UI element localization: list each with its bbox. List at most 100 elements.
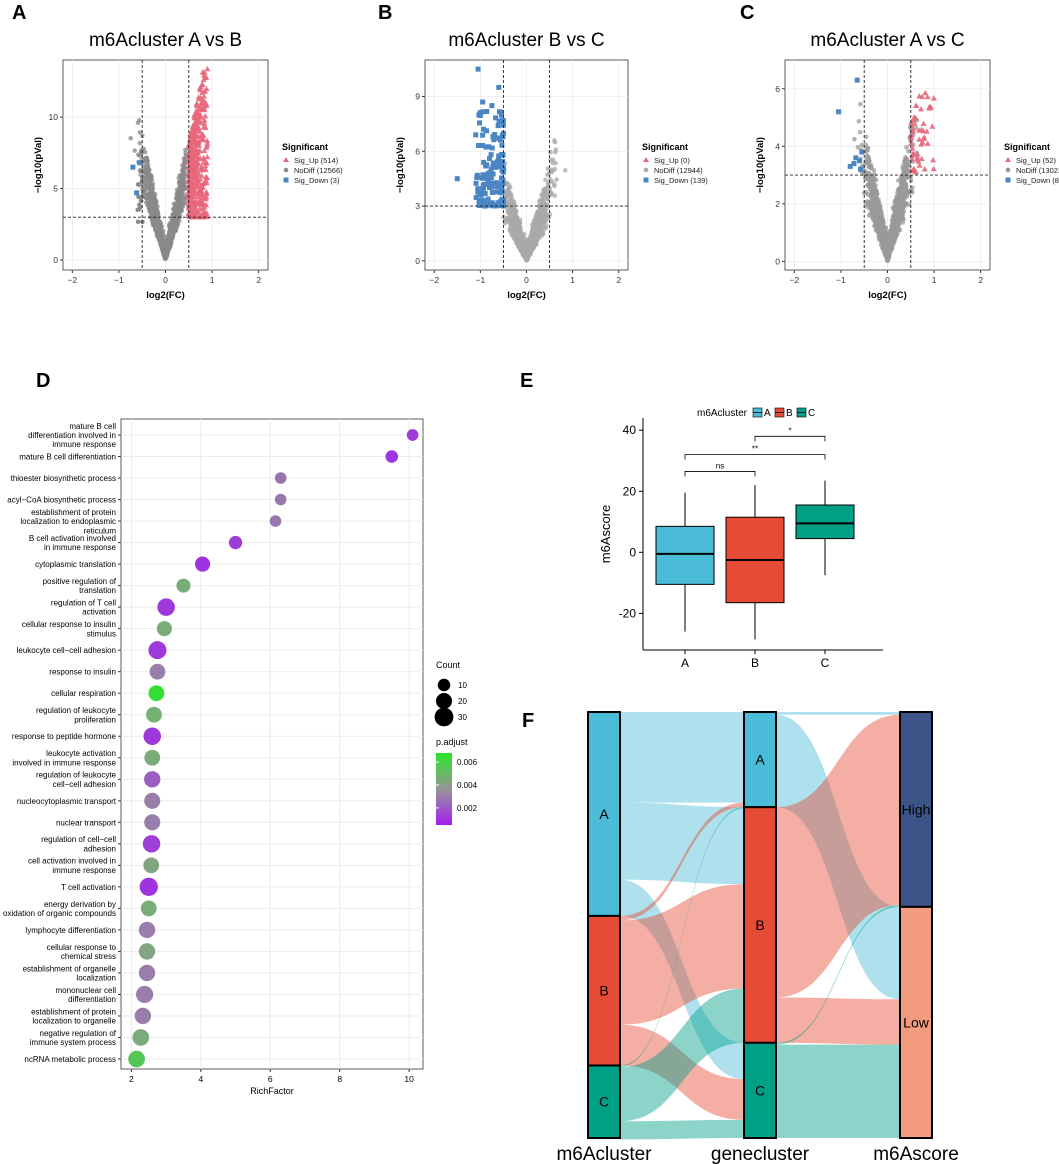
x-axis-label: log2(FC) — [146, 290, 185, 301]
sig-up-point — [199, 165, 206, 171]
panel-label-f: F — [522, 710, 535, 732]
legend-key-up-icon — [643, 157, 649, 162]
nodiff-point — [526, 241, 532, 247]
nodiff-point — [170, 217, 175, 223]
sig-up-point — [198, 114, 205, 120]
nodiff-point — [545, 172, 550, 177]
nodiff-point — [864, 146, 870, 151]
sig-up-point — [201, 69, 208, 75]
y-tick-label: 4 — [775, 141, 780, 151]
sig-down-point — [477, 120, 483, 126]
y-tick-label: 6 — [775, 84, 780, 94]
nodiff-point — [154, 211, 160, 217]
sig-up-point — [204, 140, 211, 146]
legend-key-down-icon — [283, 177, 289, 183]
x-tick-label: 2 — [616, 275, 621, 285]
nodiff-point — [522, 252, 528, 257]
nodiff-point — [506, 182, 512, 188]
sig-up-point — [202, 195, 209, 202]
legend-label: Sig_Down (3) — [294, 176, 340, 185]
panel-label-e: E — [520, 370, 534, 392]
sig-down-point — [478, 192, 484, 198]
nodiff-point — [150, 181, 156, 187]
sig-down-point — [134, 190, 140, 196]
sig-down-point — [494, 189, 500, 195]
sig-up-point — [191, 114, 198, 121]
y-tick-label: 0 — [415, 256, 420, 266]
y-tick-label: 3 — [415, 201, 420, 211]
nodiff-point — [156, 226, 162, 232]
nodiff-point — [137, 130, 143, 135]
nodiff-point — [518, 231, 523, 237]
sig-down-point — [489, 103, 495, 109]
volcano-volcano_C: m6Acluster A vs C−2 −1 0 1 20246log2(FC)−log… — [755, 30, 1059, 301]
nodiff-point — [154, 220, 159, 225]
nodiff-point — [178, 197, 184, 203]
nodiff-point — [169, 226, 174, 232]
panel-label-b: B — [378, 2, 393, 24]
nodiff-point — [553, 160, 558, 166]
x-tick-label: −2 — [429, 275, 439, 285]
nodiff-point — [183, 150, 188, 156]
y-tick-label: 6 — [415, 146, 420, 156]
sig-up-point — [203, 179, 210, 186]
sig-down-point — [476, 112, 482, 118]
nodiff-point — [144, 155, 150, 161]
nodiff-point — [174, 223, 179, 228]
nodiff-point — [541, 187, 546, 192]
sig-down-point — [130, 164, 136, 170]
nodiff-point — [864, 153, 870, 159]
nodiff-point — [182, 159, 187, 164]
nodiff-point — [852, 136, 857, 142]
nodiff-point — [550, 168, 555, 174]
nodiff-point — [554, 177, 559, 182]
sig-up-point — [196, 205, 203, 212]
legend-label: Sig_Down (139) — [654, 176, 708, 185]
nodiff-point — [534, 221, 540, 227]
nodiff-point — [515, 222, 521, 228]
nodiff-point — [181, 165, 187, 171]
sig-up-point — [185, 170, 192, 176]
nodiff-point — [149, 188, 154, 194]
sig-down-point — [484, 162, 490, 168]
legend-label: NoDiff (12944) — [654, 166, 703, 175]
sig-up-point — [197, 128, 204, 134]
sig-down-point — [474, 175, 480, 181]
panel-label-c: C — [740, 2, 755, 24]
nodiff-point — [856, 118, 862, 124]
nodiff-point — [552, 139, 558, 145]
x-tick-label: 2 — [978, 275, 983, 285]
nodiff-point — [177, 190, 183, 196]
x-tick-label: 2 — [256, 275, 261, 285]
sig-down-point — [481, 126, 487, 132]
legend-key-down-icon — [643, 177, 649, 183]
y-tick-label: 0 — [53, 255, 58, 265]
nodiff-point — [511, 208, 516, 213]
nodiff-point — [166, 244, 172, 250]
nodiff-point — [162, 250, 168, 255]
sig-up-point — [201, 93, 208, 99]
sig-down-point — [496, 153, 502, 159]
sig-down-point — [489, 145, 495, 151]
nodiff-point — [141, 158, 147, 164]
x-tick-label: −1 — [114, 275, 124, 285]
sig-up-point — [199, 81, 206, 88]
x-tick-label: −1 — [476, 275, 486, 285]
volcano-volcano_A: m6Acluster A vs B−2 −1 0 1 20510log2(FC)−log… — [33, 30, 343, 301]
sig-down-point — [480, 132, 486, 138]
nodiff-point — [548, 149, 553, 155]
nodiff-point — [507, 227, 513, 233]
x-tick-label: −2 — [67, 275, 77, 285]
sig-down-point — [496, 84, 502, 90]
nodiff-point — [549, 179, 555, 185]
nodiff-point — [148, 185, 154, 190]
nodiff-point — [156, 231, 162, 236]
nodiff-point — [528, 234, 534, 240]
nodiff-point — [533, 230, 538, 235]
nodiff-point — [514, 217, 520, 223]
nodiff-point — [552, 193, 558, 199]
nodiff-point — [538, 215, 543, 220]
nodiff-point — [137, 140, 143, 146]
x-tick-label: 0 — [524, 275, 529, 285]
nodiff-point — [518, 237, 524, 243]
